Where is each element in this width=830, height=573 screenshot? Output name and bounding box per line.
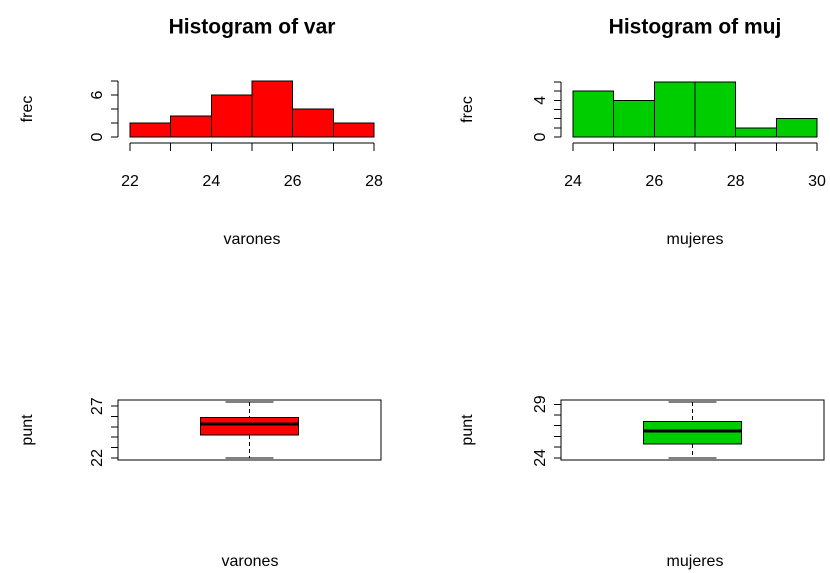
bar — [613, 99, 655, 138]
x-tick-label: 26 — [284, 173, 302, 190]
chart-title: Histogram of muj — [609, 16, 782, 39]
box — [643, 420, 742, 445]
bar — [170, 115, 212, 138]
y-tick-label: 4 — [532, 96, 549, 105]
chart-title: Histogram of var — [169, 16, 336, 39]
x-tick-label: 28 — [727, 173, 745, 190]
y-tick-label: 22 — [89, 449, 106, 467]
x-axis-label: varones — [224, 231, 281, 248]
x-axis-label: mujeres — [667, 231, 724, 248]
y-axis-label: frec — [459, 96, 476, 123]
y-tick-label: 27 — [89, 397, 106, 415]
bar — [694, 81, 737, 138]
y-axis-label: punt — [459, 414, 476, 446]
bar — [292, 108, 334, 138]
box — [200, 417, 299, 436]
x-tick-label: 30 — [808, 173, 826, 190]
bar — [129, 122, 172, 138]
x-tick-label: 22 — [121, 173, 139, 190]
x-axis-label: varones — [222, 553, 279, 570]
x-axis-label: mujeres — [667, 553, 724, 570]
bar — [210, 94, 253, 138]
x-tick-label: 24 — [202, 173, 220, 190]
y-axis-label: punt — [19, 414, 36, 446]
bar — [775, 118, 818, 138]
x-tick-label: 28 — [365, 173, 383, 190]
bar — [251, 80, 294, 138]
bar — [572, 90, 615, 138]
x-tick-label: 26 — [645, 173, 663, 190]
x-tick-label: 24 — [564, 173, 582, 190]
y-tick-label: 0 — [89, 132, 106, 141]
bar — [332, 122, 375, 138]
y-tick-label: 0 — [532, 132, 549, 141]
bar — [735, 127, 777, 138]
y-tick-label: 6 — [89, 90, 106, 99]
y-tick-label: 24 — [532, 449, 549, 467]
y-axis-label: frec — [19, 96, 36, 123]
y-tick-label: 29 — [532, 395, 549, 413]
bar — [653, 81, 696, 138]
